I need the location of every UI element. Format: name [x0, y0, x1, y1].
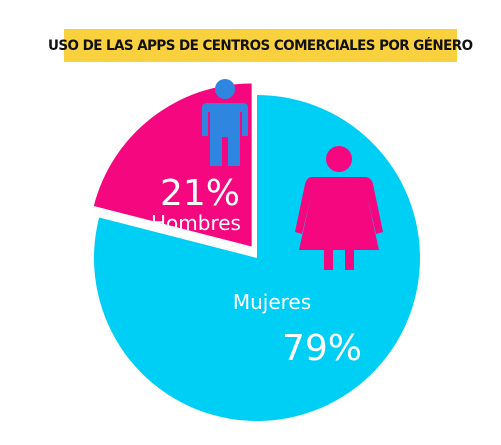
chart-title-banner: USO DE LAS APPS DE CENTROS COMERCIALES P… [48, 29, 473, 62]
hombres-value-label: 21% [160, 173, 240, 214]
hombres-name-label: Hombres [151, 211, 241, 235]
mujeres-name-label: Mujeres [233, 290, 311, 314]
woman-icon [295, 146, 383, 270]
chart-title: USO DE LAS APPS DE CENTROS COMERCIALES P… [48, 37, 473, 54]
man-icon [202, 79, 248, 166]
mujeres-value-label: 79% [282, 328, 362, 369]
pie-slice-mujeres [93, 95, 420, 421]
